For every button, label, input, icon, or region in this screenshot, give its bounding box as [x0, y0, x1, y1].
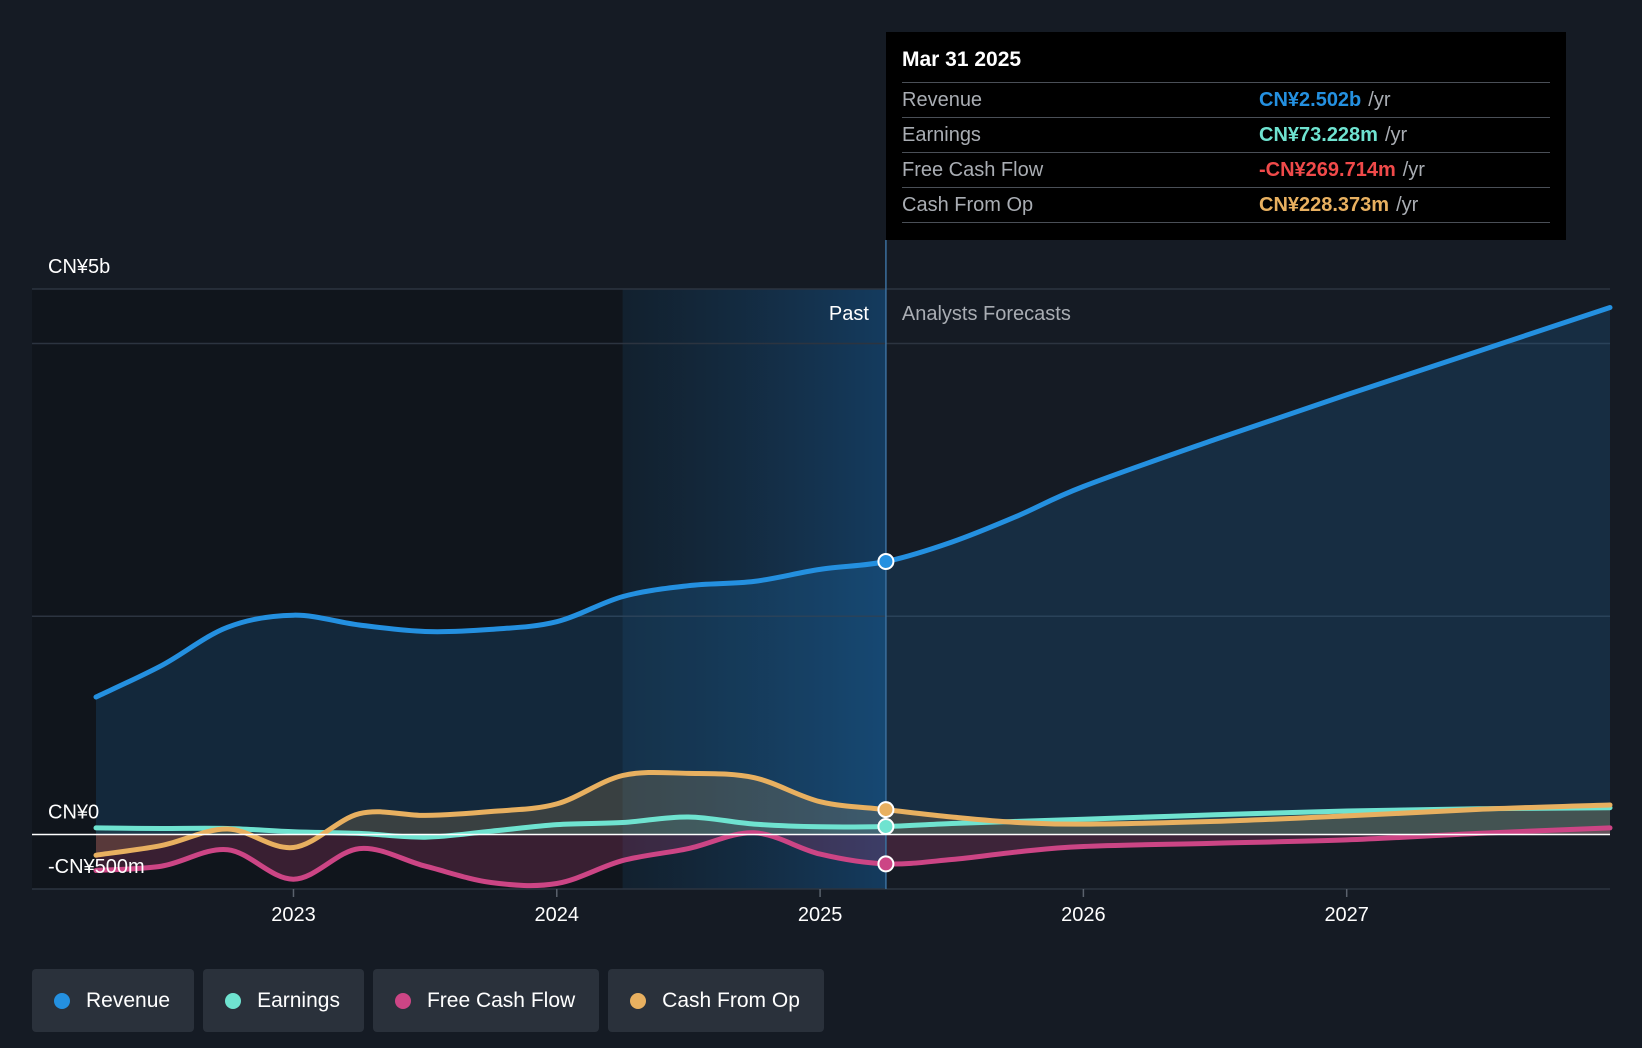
x-tick-label: 2027	[1324, 904, 1369, 926]
legend-label: Cash From Op	[662, 988, 800, 1012]
tooltip-label: Cash From Op	[902, 194, 1034, 216]
x-tick-label: 2026	[1061, 904, 1106, 926]
y-tick-label: CN¥5b	[48, 256, 110, 278]
legend-item-cash-from-op[interactable]: Cash From Op	[608, 969, 824, 1032]
tooltip-unit: /yr	[1402, 159, 1425, 181]
cash-from-op-marker[interactable]	[877, 801, 895, 819]
tooltip-unit: /yr	[1384, 124, 1408, 146]
tooltip-label: Free Cash Flow	[902, 159, 1044, 181]
cash-from-op-dot-icon	[630, 992, 647, 1009]
tooltip-unit: /yr	[1368, 89, 1391, 111]
tooltip-value: CN¥228.373m	[1259, 194, 1390, 216]
x-tick-label: 2025	[798, 904, 843, 926]
x-tick-label: 2023	[271, 904, 316, 926]
earnings-line[interactable]	[93, 805, 1613, 840]
legend: Revenue Earnings Free Cash Flow Cash Fro…	[32, 969, 824, 1032]
tooltip-value: -CN¥269.714m	[1259, 159, 1396, 181]
legend-item-free-cash-flow[interactable]: Free Cash Flow	[372, 969, 600, 1032]
past-label: Past	[829, 303, 869, 325]
tooltip-unit: /yr	[1396, 194, 1419, 216]
earnings-marker[interactable]	[877, 817, 895, 835]
tooltip-value: CN¥2.502b	[1259, 89, 1362, 111]
y-tick-label: CN¥0	[48, 801, 99, 823]
legend-label: Earnings	[257, 988, 340, 1012]
legend-item-earnings[interactable]: Earnings	[203, 969, 364, 1032]
cash-from-op-line[interactable]	[93, 769, 1613, 858]
tooltip-row-cash-from-op: Cash From Op CN¥228.373m /yr	[902, 187, 1550, 223]
revenue-dot-icon	[54, 992, 70, 1009]
cash-from-op-area	[96, 772, 1610, 856]
tooltip-value: CN¥73.228m	[1259, 124, 1378, 146]
y-tick-label: -CN¥500m	[48, 856, 145, 878]
tooltip-date: Mar 31 2025	[902, 48, 1022, 71]
tooltip: Mar 31 2025 Revenue CN¥2.502b /yr Earnin…	[886, 32, 1566, 240]
free-cash-flow-marker[interactable]	[877, 855, 895, 873]
revenue-area	[96, 307, 1610, 835]
x-tick-label: 2024	[535, 904, 580, 926]
tooltip-row-free-cash-flow: Free Cash Flow -CN¥269.714m /yr	[902, 152, 1550, 187]
legend-item-revenue[interactable]: Revenue	[32, 969, 195, 1032]
legend-label: Free Cash Flow	[426, 988, 576, 1012]
forecast-label: Analysts Forecasts	[902, 303, 1071, 325]
free-cash-flow-dot-icon	[394, 992, 411, 1009]
earnings-dot-icon	[225, 992, 242, 1009]
tooltip-row-earnings: Earnings CN¥73.228m /yr	[902, 117, 1550, 152]
free-cash-flow-line[interactable]	[93, 825, 1613, 889]
legend-label: Revenue	[86, 988, 171, 1012]
revenue-marker[interactable]	[877, 553, 895, 571]
tooltip-label: Revenue	[902, 89, 983, 111]
tooltip-row-revenue: Revenue CN¥2.502b /yr	[902, 82, 1550, 117]
tooltip-label: Earnings	[902, 124, 981, 146]
revenue-line[interactable]	[93, 305, 1613, 700]
